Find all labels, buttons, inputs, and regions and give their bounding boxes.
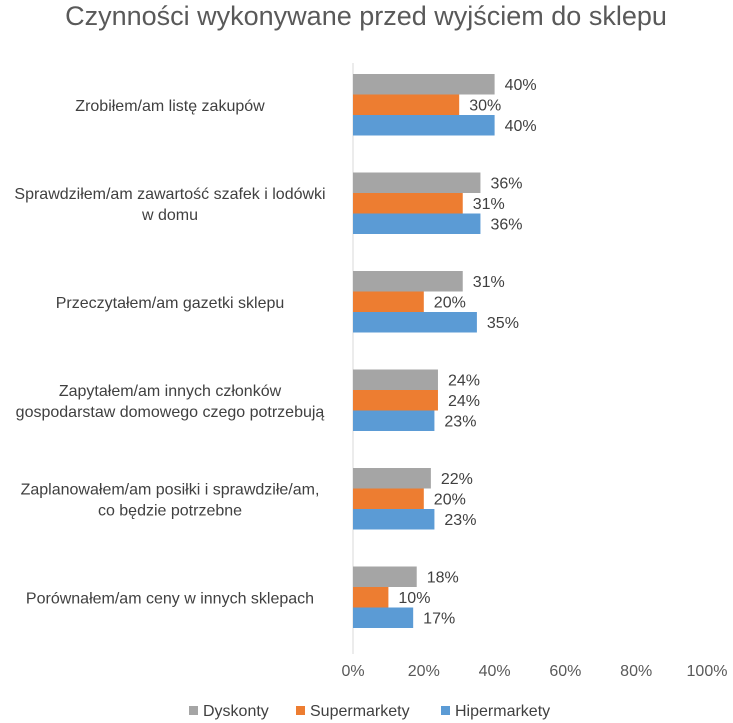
category-label: Przeczytałem/am gazetki sklepu <box>56 295 285 312</box>
bar-hipermarkety-6 <box>353 607 414 628</box>
bar-supermarkety-2 <box>353 193 463 214</box>
bar-dyskonty-2 <box>353 172 481 193</box>
legend-label-hipermarkety: Hipermarkety <box>455 703 550 720</box>
bar-hipermarkety-2 <box>353 213 481 234</box>
data-label: 23% <box>444 414 476 431</box>
legend: Dyskonty Supermarkety Hipermarkety <box>189 703 550 720</box>
bar-dyskonty-5 <box>353 468 431 489</box>
bar-supermarkety-3 <box>353 291 424 312</box>
legend-label-dyskonty: Dyskonty <box>203 703 269 720</box>
data-label: 30% <box>469 98 501 115</box>
bar-dyskonty-6 <box>353 566 417 587</box>
category-label: Zaplanowałem/am posiłki i sprawdziłe/am, <box>21 481 320 498</box>
data-label: 31% <box>473 196 505 213</box>
category-label: co będzie potrzebne <box>98 502 242 519</box>
data-label: 40% <box>505 118 537 135</box>
bar-hipermarkety-5 <box>353 509 435 530</box>
category-label: Zrobiłem/am listę zakupów <box>75 98 265 115</box>
x-tick-label: 0% <box>341 663 364 680</box>
bar-hipermarkety-3 <box>353 312 477 333</box>
data-label: 20% <box>434 492 466 509</box>
data-label: 18% <box>427 570 459 587</box>
bar-hipermarkety-1 <box>353 115 495 136</box>
x-tick-label: 40% <box>479 663 511 680</box>
bar-supermarkety-5 <box>353 488 424 509</box>
bar-dyskonty-3 <box>353 271 463 292</box>
legend-label-supermarkety: Supermarkety <box>310 703 410 720</box>
bar-supermarkety-6 <box>353 587 389 608</box>
data-label: 40% <box>505 77 537 94</box>
chart-title: Czynności wykonywane przed wyjściem do s… <box>65 1 667 31</box>
x-tick-label: 60% <box>549 663 581 680</box>
legend-swatch-hipermarkety <box>441 706 450 715</box>
legend-swatch-dyskonty <box>189 706 198 715</box>
data-label: 17% <box>423 611 455 628</box>
data-label: 24% <box>448 373 480 390</box>
category-label: gospodarstaw domowego czego potrzebują <box>16 404 325 421</box>
category-label: Sprawdziłem/am zawartość szafek i lodówk… <box>14 186 325 203</box>
x-axis: 0% 20% 40% 60% 80% 100% <box>341 663 727 680</box>
data-label: 36% <box>490 217 522 234</box>
data-label: 36% <box>490 176 522 193</box>
data-label: 20% <box>434 295 466 312</box>
data-label: 23% <box>444 512 476 529</box>
category-label: w domu <box>141 207 198 224</box>
category-label: Zapytałem/am innych członków <box>59 383 282 400</box>
bar-dyskonty-4 <box>353 369 438 390</box>
category-label: Porównałem/am ceny w innych sklepach <box>26 590 314 607</box>
legend-swatch-supermarkety <box>296 706 305 715</box>
bar-dyskonty-1 <box>353 74 495 95</box>
bar-supermarkety-1 <box>353 94 460 115</box>
x-tick-label: 20% <box>408 663 440 680</box>
x-tick-label: 80% <box>620 663 652 680</box>
data-label: 10% <box>398 590 430 607</box>
data-label: 24% <box>448 393 480 410</box>
x-tick-label: 100% <box>687 663 728 680</box>
data-label: 35% <box>487 315 519 332</box>
data-label: 22% <box>441 471 473 488</box>
bar-supermarkety-4 <box>353 390 438 411</box>
plot-area: Zrobiłem/am listę zakupów 40%30%40% Sprawd… <box>14 63 537 654</box>
bar-hipermarkety-4 <box>353 410 435 431</box>
data-label: 31% <box>473 274 505 291</box>
